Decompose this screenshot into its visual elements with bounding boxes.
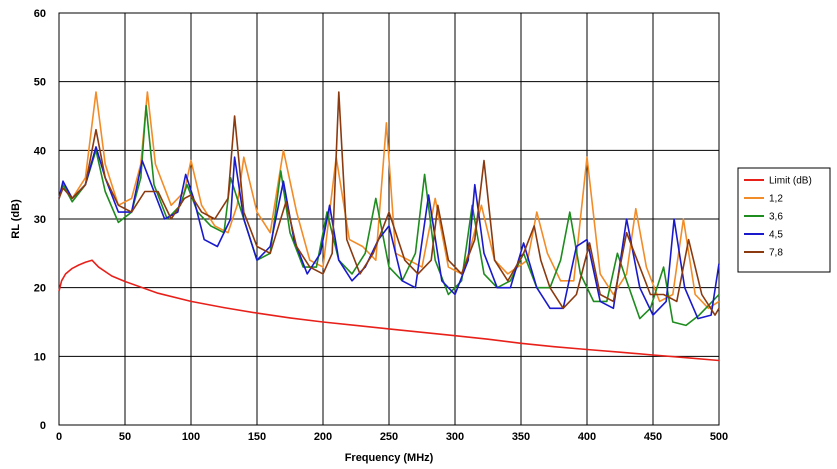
legend-label: 4,5 — [769, 230, 783, 241]
x-tick-label: 250 — [380, 431, 398, 443]
x-tick-label: 150 — [248, 431, 266, 443]
y-tick-label: 50 — [34, 77, 46, 89]
y-tick-label: 40 — [34, 145, 46, 157]
x-tick-label: 0 — [56, 431, 62, 443]
plot-area — [58, 12, 720, 426]
tick-labels: 0 50 100 150 200 250 300 350 400 450 500 0 10 20 30 40 5… — [34, 8, 728, 443]
series-line-pair-3-6 — [58, 104, 720, 327]
x-tick-label: 450 — [644, 431, 662, 443]
y-axis-title: RL (dB) — [10, 199, 22, 239]
series-lines — [58, 91, 720, 362]
x-axis-title: Frequency (MHz) — [345, 452, 434, 464]
x-tick-label: 400 — [578, 431, 596, 443]
legend: Limit (dB) 1,2 3,6 4,5 7,8 — [737, 167, 831, 273]
legend-label: 3,6 — [769, 212, 783, 223]
series-line-pair-4-5 — [58, 146, 720, 320]
x-tick-label: 200 — [314, 431, 332, 443]
legend-label: 7,8 — [769, 248, 783, 259]
x-tick-label: 300 — [446, 431, 464, 443]
y-tick-label: 30 — [34, 214, 46, 226]
series-line-pair-1-2 — [58, 91, 720, 310]
y-tick-label: 20 — [34, 283, 46, 295]
x-tick-label: 100 — [182, 431, 200, 443]
grid-lines — [58, 12, 720, 426]
y-tick-label: 60 — [34, 8, 46, 20]
x-tick-label: 50 — [119, 431, 131, 443]
legend-box — [737, 167, 831, 273]
series-line-limit — [58, 259, 720, 362]
y-tick-label: 0 — [40, 420, 46, 432]
legend-label: 1,2 — [769, 194, 783, 205]
series-line-pair-7-8 — [58, 91, 720, 316]
y-tick-label: 10 — [34, 351, 46, 363]
x-tick-label: 350 — [512, 431, 530, 443]
legend-label: Limit (dB) — [769, 176, 812, 187]
x-tick-label: 500 — [710, 431, 728, 443]
